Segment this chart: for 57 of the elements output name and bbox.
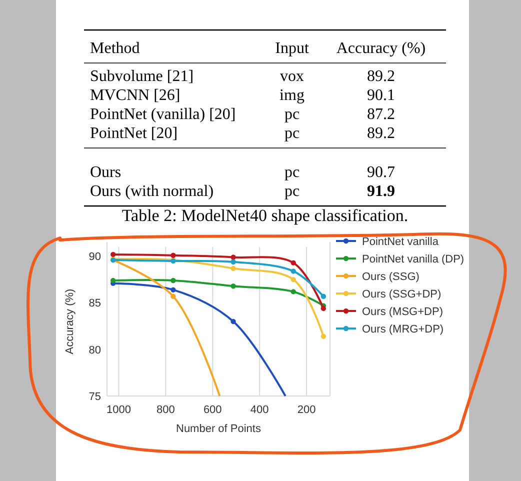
text: PointNet (vanilla) [20] bbox=[90, 106, 236, 123]
text: pc bbox=[284, 164, 300, 181]
point bbox=[110, 278, 116, 284]
point bbox=[230, 259, 236, 264]
text: Table 2: ModelNet40 shape classification. bbox=[122, 206, 408, 225]
x-tick-label: 800 bbox=[156, 404, 175, 416]
legend-label: Ours (SSG) bbox=[362, 270, 420, 283]
text: pc bbox=[284, 125, 300, 142]
x-tick-label: 200 bbox=[297, 404, 316, 416]
text: 90.1 bbox=[367, 87, 395, 104]
text: PointNet [20] bbox=[90, 125, 178, 142]
point bbox=[170, 294, 176, 299]
point bbox=[290, 268, 296, 274]
legend-label: Ours (SSG+DP) bbox=[362, 288, 442, 300]
point bbox=[290, 276, 296, 282]
text: 91.9 bbox=[367, 183, 395, 200]
point bbox=[110, 252, 116, 258]
text: Accuracy (%) bbox=[336, 40, 426, 57]
point bbox=[170, 278, 176, 284]
y-axis-title: Accuracy (%) bbox=[64, 288, 76, 354]
x-tick-label: 600 bbox=[203, 404, 222, 416]
point bbox=[290, 260, 296, 266]
point bbox=[170, 252, 176, 258]
text: MVCNN [26] bbox=[90, 87, 180, 104]
point bbox=[230, 254, 236, 260]
point bbox=[320, 306, 326, 312]
y-tick-label: 90 bbox=[88, 251, 101, 264]
legend-label: Ours (MRG+DP) bbox=[362, 323, 444, 336]
point bbox=[320, 334, 326, 339]
text: Method bbox=[90, 40, 140, 57]
text: 87.2 bbox=[367, 106, 395, 123]
text: vox bbox=[280, 68, 304, 85]
legend-label: Ours (MSG+DP) bbox=[362, 306, 443, 318]
point bbox=[230, 284, 236, 289]
y-tick-label: 75 bbox=[88, 390, 101, 403]
text: Ours bbox=[90, 164, 122, 181]
text: 90.7 bbox=[367, 164, 395, 181]
text: img bbox=[280, 87, 304, 104]
text: Ours (with normal) bbox=[90, 183, 214, 200]
text: Subvolume [21] bbox=[90, 68, 194, 85]
text: pc bbox=[284, 106, 300, 123]
y-tick-label: 85 bbox=[88, 298, 101, 310]
text: 89.2 bbox=[367, 68, 395, 85]
point bbox=[320, 294, 326, 299]
point bbox=[170, 287, 176, 292]
point bbox=[230, 318, 236, 324]
y-tick-label: 80 bbox=[88, 344, 101, 356]
text: Input bbox=[275, 40, 310, 57]
text: pc bbox=[284, 183, 300, 200]
point bbox=[230, 266, 236, 272]
x-tick-label: 400 bbox=[250, 404, 269, 416]
legend-label: PointNet vanilla bbox=[362, 236, 440, 248]
x-axis-title: Number of Points bbox=[176, 423, 262, 435]
x-tick-label: 1000 bbox=[106, 404, 131, 416]
point bbox=[290, 289, 296, 294]
text: 89.2 bbox=[367, 125, 395, 142]
legend-label: PointNet vanilla (DP) bbox=[362, 253, 464, 266]
